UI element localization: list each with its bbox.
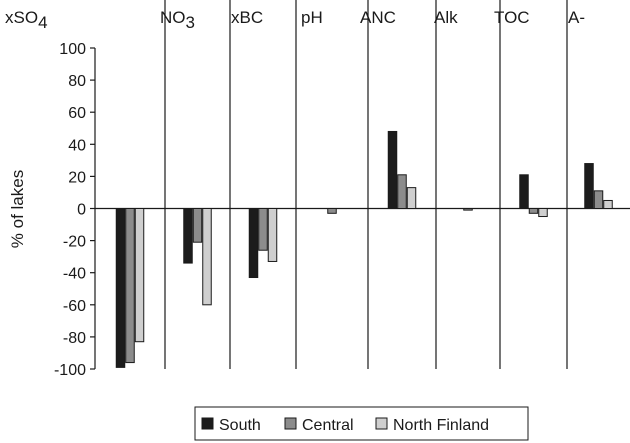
bar [258,208,268,251]
bar [192,208,203,243]
y-tick-label: -40 [63,266,86,283]
y-tick-label: 100 [59,41,86,58]
y-tick-label: -80 [63,330,86,347]
y-tick-label: 0 [77,202,86,219]
category-label: xBC [231,8,263,27]
category-label: TOC [494,8,530,27]
bar [183,208,193,264]
y-tick-label: 60 [68,105,86,122]
y-tick-label: 80 [68,73,86,90]
bar [406,187,417,209]
category-label: Alk [434,8,458,27]
chart-frame [94,0,630,369]
legend-swatch [284,417,297,430]
bar [584,163,594,209]
legend-label: South [219,417,261,434]
bar [519,174,529,209]
y-tick-label: -100 [54,362,86,379]
bar [125,208,135,364]
bar [267,208,278,262]
y-tick-label: 20 [68,169,86,186]
bar [538,208,548,218]
legend-swatch [201,417,214,430]
legend-label: Central [302,417,354,434]
bar [387,130,398,210]
category-label: A- [568,8,585,27]
bar [463,208,473,211]
bar [593,190,604,210]
category-labels: xSO4 NO3 xBC pH ANC Alk TOC A- [5,8,585,32]
bar [528,208,539,214]
bar [248,208,259,279]
category-label: ANC [360,8,396,27]
bar [327,208,337,214]
y-tick-label: -20 [63,234,86,251]
bar [134,208,145,343]
legend-box [194,406,529,441]
category-label: xSO4 [5,8,48,32]
bar [397,174,407,209]
bar [115,208,126,368]
bar [603,199,613,210]
category-label: pH [301,8,323,27]
y-tick-label: 40 [68,137,86,154]
bars [115,130,613,368]
legend-label: North Finland [393,417,489,434]
legend: South Central North Finland [194,406,529,441]
y-axis-title: % of lakes [8,170,27,248]
category-label: NO3 [160,8,195,32]
legend-swatch [375,417,388,430]
bar [202,208,212,306]
y-axis-ticks: 100 80 60 40 20 0 -20 -40 -60 -80 -100 [54,41,95,379]
y-tick-label: -60 [63,298,86,315]
